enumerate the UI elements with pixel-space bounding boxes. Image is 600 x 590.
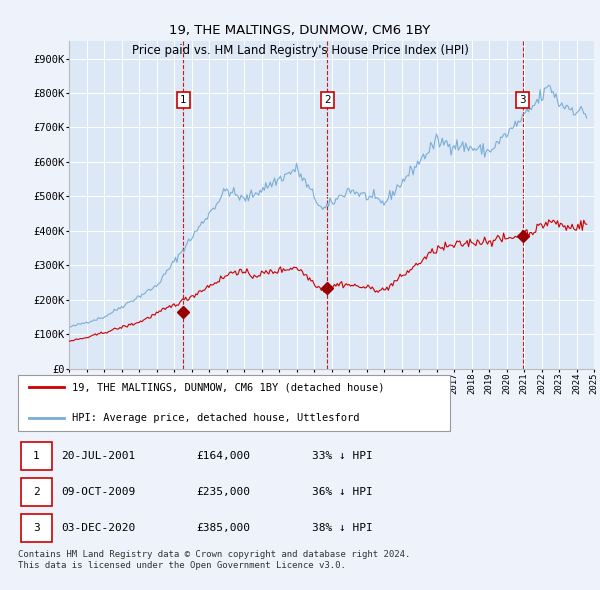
Text: 33% ↓ HPI: 33% ↓ HPI [311,451,372,461]
Text: 19, THE MALTINGS, DUNMOW, CM6 1BY: 19, THE MALTINGS, DUNMOW, CM6 1BY [169,24,431,37]
FancyBboxPatch shape [20,514,52,542]
Text: £235,000: £235,000 [196,487,250,497]
Text: 2: 2 [33,487,40,497]
FancyBboxPatch shape [20,478,52,506]
Text: HPI: Average price, detached house, Uttlesford: HPI: Average price, detached house, Uttl… [73,413,360,423]
FancyBboxPatch shape [18,375,450,431]
Text: £385,000: £385,000 [196,523,250,533]
Text: 36% ↓ HPI: 36% ↓ HPI [311,487,372,497]
Text: £164,000: £164,000 [196,451,250,461]
Text: Contains HM Land Registry data © Crown copyright and database right 2024.
This d: Contains HM Land Registry data © Crown c… [18,550,410,570]
Text: 2: 2 [324,95,331,105]
Text: 1: 1 [180,95,187,105]
Text: 20-JUL-2001: 20-JUL-2001 [61,451,135,461]
Text: 1: 1 [33,451,40,461]
FancyBboxPatch shape [20,442,52,470]
Text: 03-DEC-2020: 03-DEC-2020 [61,523,135,533]
Text: 3: 3 [33,523,40,533]
Text: 3: 3 [519,95,526,105]
Text: 38% ↓ HPI: 38% ↓ HPI [311,523,372,533]
Text: Price paid vs. HM Land Registry's House Price Index (HPI): Price paid vs. HM Land Registry's House … [131,44,469,57]
Text: 09-OCT-2009: 09-OCT-2009 [61,487,135,497]
Text: 19, THE MALTINGS, DUNMOW, CM6 1BY (detached house): 19, THE MALTINGS, DUNMOW, CM6 1BY (detac… [73,382,385,392]
